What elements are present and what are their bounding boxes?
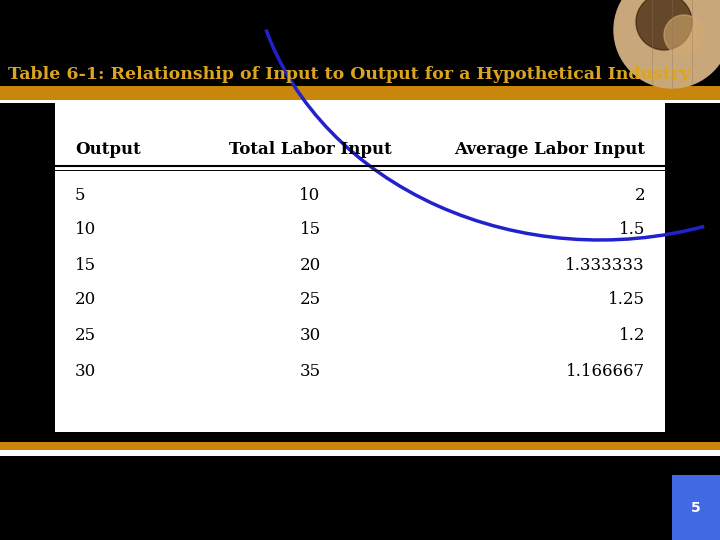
Bar — [55, 102, 665, 432]
Text: 10: 10 — [75, 221, 96, 239]
Bar — [0, 86, 720, 100]
Text: 20: 20 — [300, 256, 320, 273]
Circle shape — [614, 0, 720, 88]
Text: Average Labor Input: Average Labor Input — [454, 141, 645, 159]
Text: 2: 2 — [634, 186, 645, 204]
Text: 20: 20 — [75, 292, 96, 308]
Bar — [0, 442, 720, 450]
Text: 15: 15 — [300, 221, 320, 239]
Text: 5: 5 — [75, 186, 86, 204]
Text: Table 6-1: Relationship of Input to Output for a Hypothetical Industry: Table 6-1: Relationship of Input to Outp… — [8, 66, 690, 83]
Text: 25: 25 — [75, 327, 96, 343]
Bar — [0, 450, 720, 456]
Text: 5: 5 — [691, 501, 701, 515]
Text: 30: 30 — [300, 327, 320, 343]
Text: 10: 10 — [300, 186, 320, 204]
Circle shape — [636, 0, 692, 50]
Text: 1.2: 1.2 — [618, 327, 645, 343]
Bar — [672, 475, 720, 540]
Text: 35: 35 — [300, 363, 320, 381]
Text: 30: 30 — [75, 363, 96, 381]
Text: 25: 25 — [300, 292, 320, 308]
Text: Total Labor Input: Total Labor Input — [229, 141, 392, 159]
Text: 1.333333: 1.333333 — [565, 256, 645, 273]
Text: 1.166667: 1.166667 — [566, 363, 645, 381]
Text: 1.25: 1.25 — [608, 292, 645, 308]
Text: 15: 15 — [75, 256, 96, 273]
Text: Output: Output — [75, 141, 140, 159]
Circle shape — [664, 15, 704, 55]
Bar — [0, 100, 720, 103]
Text: 1.5: 1.5 — [618, 221, 645, 239]
